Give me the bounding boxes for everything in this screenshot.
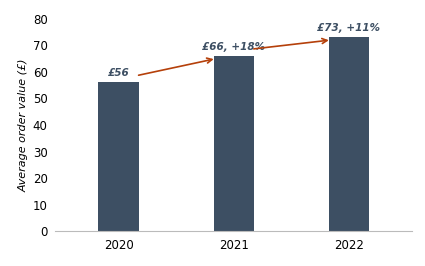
Text: £66, +18%: £66, +18% bbox=[202, 42, 265, 52]
Bar bbox=[99, 82, 139, 231]
Text: £73, +11%: £73, +11% bbox=[317, 23, 380, 33]
Text: £56: £56 bbox=[108, 68, 130, 78]
Bar bbox=[214, 56, 254, 231]
Y-axis label: Average order value (£): Average order value (£) bbox=[19, 58, 28, 192]
Bar bbox=[329, 37, 369, 231]
